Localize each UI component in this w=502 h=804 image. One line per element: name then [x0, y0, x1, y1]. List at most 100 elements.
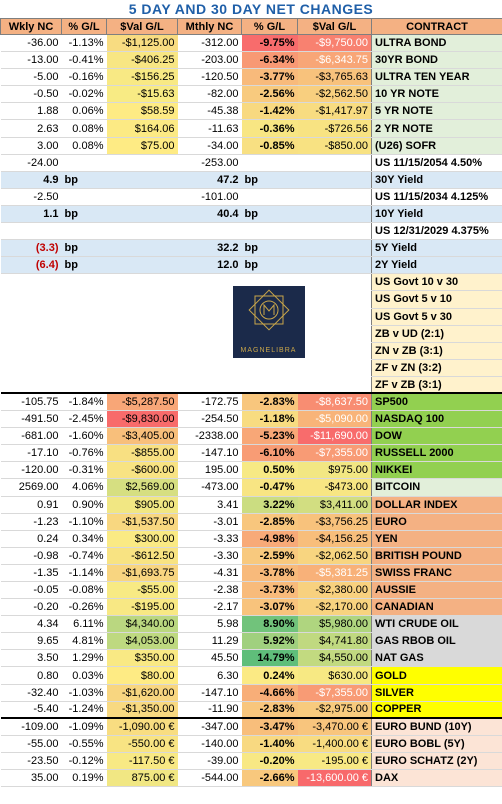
- wkly-pct: -1.24%: [61, 701, 107, 719]
- wkly-pct: -2.45%: [61, 410, 107, 429]
- wkly-nc: -5.40: [0, 701, 62, 719]
- wkly-pct: -0.08%: [61, 581, 107, 600]
- table-row: 2569.00 4.06% $2,569.00 -473.00 -0.47% -$473.…: [0, 478, 502, 497]
- wkly-nc: 4.9: [0, 171, 62, 189]
- mthly-unit: bp: [241, 171, 298, 189]
- mthly-val: -$3,765.63: [297, 68, 372, 87]
- mthly-nc: -82.00: [177, 85, 242, 104]
- wkly-val: -$1,125.00: [106, 34, 178, 53]
- mthly-blank: [297, 154, 372, 172]
- spread-row: MAGNELIBRA US Govt 10 v 30: [0, 273, 502, 394]
- mthly-nc: 3.41: [177, 496, 242, 514]
- mthly-val: $630.00: [297, 666, 372, 685]
- yield-row: 4.9 bp 47.2 bp 30Y Yield: [0, 171, 502, 189]
- contract-name: RUSSELL 2000: [371, 444, 502, 463]
- table-row: 0.91 0.90% $905.00 3.41 3.22% $3,411.00 DOLLAR…: [0, 496, 502, 514]
- mthly-pct: 0.24%: [241, 666, 298, 685]
- wkly-val: -$15.63: [106, 85, 178, 104]
- contract-name: GOLD: [371, 666, 502, 685]
- table-row: -23.50 -0.12% -117.50 € -39.00 -0.20% -195.00…: [0, 752, 502, 771]
- wkly-nc: 2.63: [0, 119, 62, 138]
- mthly-blank: [297, 222, 372, 241]
- mthly-pct: -3.07%: [241, 598, 298, 617]
- mthly-nc: 40.4: [177, 205, 242, 224]
- wkly-pct: 0.34%: [61, 530, 107, 548]
- mthly-val: -$2,975.00: [297, 701, 372, 719]
- contract-name: EURO SCHATZ (2Y): [371, 752, 502, 771]
- mthly-nc: -312.00: [177, 34, 242, 53]
- contract-name: ULTRA TEN YEAR: [371, 68, 502, 87]
- wkly-pct: -0.31%: [61, 461, 107, 480]
- contract-name: BITCOIN: [371, 478, 502, 497]
- logo-star-icon: [247, 289, 290, 331]
- wkly-val: -1,090.00 €: [106, 717, 178, 736]
- mthly-nc: -473.00: [177, 478, 242, 497]
- wkly-nc: 2569.00: [0, 478, 62, 497]
- mthly-pct: -0.47%: [241, 478, 298, 497]
- contract-name: 10Y Yield: [371, 205, 502, 224]
- wkly-unit: bp: [61, 256, 107, 275]
- wkly-pct: 0.06%: [61, 102, 107, 121]
- wkly-unit: [61, 154, 107, 172]
- wkly-nc: [0, 222, 62, 241]
- wkly-pct: 0.08%: [61, 137, 107, 155]
- mthly-blank: [297, 239, 372, 258]
- contract-name: AUSSIE: [371, 581, 502, 600]
- mthly-nc: -39.00: [177, 752, 242, 771]
- mthly-val: -$8,637.50: [297, 392, 372, 412]
- header-wkly-nc: Wkly NC: [0, 18, 62, 35]
- contract-name: DOLLAR INDEX: [371, 496, 502, 514]
- contract-name: DAX: [371, 769, 502, 788]
- wkly-unit: [61, 188, 107, 206]
- wkly-nc: -0.98: [0, 547, 62, 565]
- wkly-blank: [106, 205, 178, 224]
- contract-name: US Govt 5 v 30: [371, 308, 502, 326]
- contract-name: EURO BUND (10Y): [371, 717, 502, 736]
- wkly-val: -$1,350.00: [106, 701, 178, 719]
- contract-name: US 12/31/2029 4.375%: [371, 222, 502, 241]
- mthly-pct: -4.98%: [241, 530, 298, 548]
- spread-row: US Govt 5 v 10: [1, 290, 502, 309]
- wkly-pct: -0.26%: [61, 598, 107, 617]
- mthly-pct: -5.23%: [241, 427, 298, 446]
- header-row: Wkly NC % G/L $Val G/L Mthly NC % G/L $V…: [0, 18, 502, 35]
- mthly-val: $975.00: [297, 461, 372, 480]
- mthly-nc: -120.50: [177, 68, 242, 87]
- wkly-val: $350.00: [106, 649, 178, 668]
- mthly-nc: 6.30: [177, 666, 242, 685]
- wkly-nc: -36.00: [0, 34, 62, 53]
- contract-name: 10 YR NOTE: [371, 85, 502, 104]
- mthly-nc: -2.17: [177, 598, 242, 617]
- wkly-val: -$156.25: [106, 68, 178, 87]
- contract-name: US Govt 5 v 10: [371, 290, 502, 309]
- wkly-nc: 3.50: [0, 649, 62, 668]
- table-row: -55.00 -0.55% -550.00 € -140.00 -1.40% -1,400…: [0, 735, 502, 753]
- mthly-nc: -253.00: [177, 154, 242, 172]
- mthly-val: $5,980.00: [297, 615, 372, 634]
- wkly-pct: -1.13%: [61, 34, 107, 53]
- wkly-nc: -109.00: [0, 717, 62, 736]
- table-row: -1.23 -1.10% -$1,537.50 -3.01 -2.85% -$3,756.…: [0, 513, 502, 531]
- table-row: 0.80 0.03% $80.00 6.30 0.24% $630.00 GOLD: [0, 666, 502, 685]
- wkly-nc: -2.50: [0, 188, 62, 206]
- contract-name: CANADIAN: [371, 598, 502, 617]
- table-row: 2.63 0.08% $164.06 -11.63 -0.36% -$726.56 2 YR…: [0, 119, 502, 138]
- logo-area: MAGNELIBRA: [0, 273, 372, 394]
- mthly-pct: -3.73%: [241, 581, 298, 600]
- wkly-pct: 4.81%: [61, 632, 107, 651]
- mthly-pct: -9.75%: [241, 34, 298, 53]
- wkly-pct: -0.02%: [61, 85, 107, 104]
- mthly-pct: -2.56%: [241, 85, 298, 104]
- wkly-pct: 1.29%: [61, 649, 107, 668]
- wkly-nc: 0.91: [0, 496, 62, 514]
- wkly-val: -$612.50: [106, 547, 178, 565]
- header-wkly-pct: % G/L: [61, 18, 107, 35]
- mthly-nc: [177, 222, 242, 241]
- mthly-pct: -6.10%: [241, 444, 298, 463]
- wkly-pct: 6.11%: [61, 615, 107, 634]
- wkly-val: $75.00: [106, 137, 178, 155]
- contract-name: NIKKEI: [371, 461, 502, 480]
- contract-name: SP500: [371, 392, 502, 412]
- wkly-pct: -0.76%: [61, 444, 107, 463]
- wkly-val: 875.00 €: [106, 769, 178, 788]
